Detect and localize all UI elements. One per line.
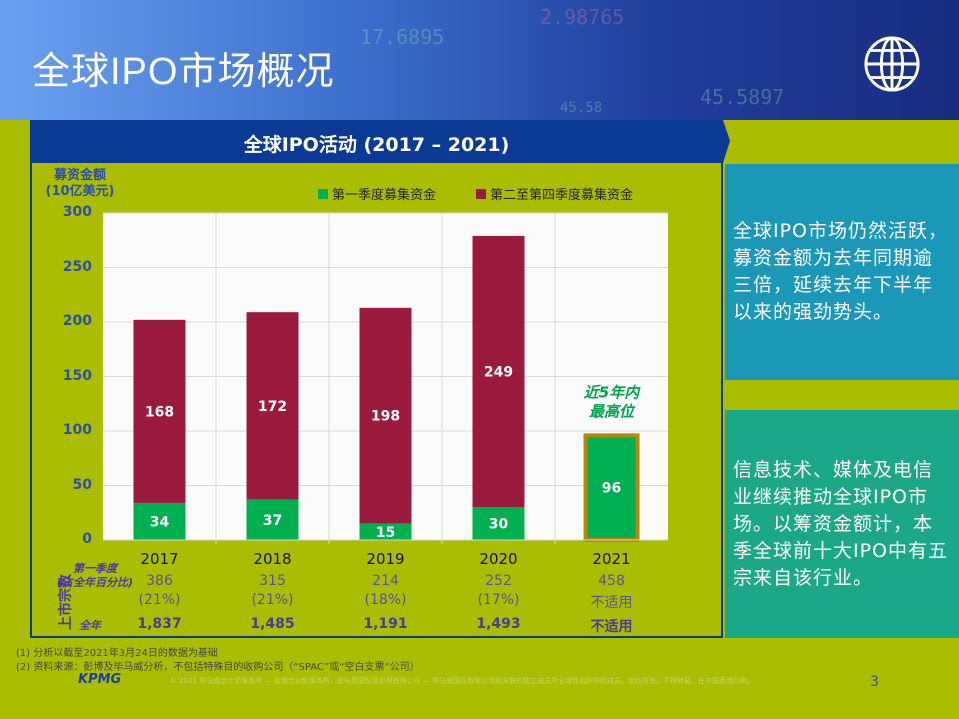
y-tick-label: 100 bbox=[62, 422, 92, 438]
q1-count: 458 bbox=[598, 573, 625, 589]
data-label: 30 bbox=[489, 517, 509, 533]
q1-count: 315 bbox=[259, 573, 286, 589]
highlight-annotation: 最高位 bbox=[589, 402, 636, 420]
bar-q1-2020 bbox=[472, 507, 525, 540]
bar-q2-q4-2019 bbox=[359, 307, 412, 524]
y-tick-label: 300 bbox=[62, 204, 92, 220]
y-tick-label: 250 bbox=[62, 258, 92, 275]
legend-swatch bbox=[476, 188, 486, 199]
insight-box-tmt: 信息技术、媒体及电信业继续推动全球IPO市场。以筹资金额计，本季全球前十大IPO… bbox=[725, 410, 959, 638]
y-axis-label: 募资金额 (10亿美元) bbox=[40, 168, 120, 200]
y-tick-label: 50 bbox=[72, 476, 92, 493]
bar-q2-q4-2017 bbox=[133, 319, 186, 503]
legend-swatch bbox=[318, 188, 328, 199]
globe-icon bbox=[864, 36, 920, 92]
data-label: 37 bbox=[263, 513, 282, 529]
data-label: 172 bbox=[258, 399, 287, 415]
copyright: © 2021 毕马威会计师事务所 — 香港合伙制事务所，是与英国私营担保有限公司… bbox=[170, 677, 755, 685]
x-tick-label: 2019 bbox=[366, 550, 405, 568]
x-tick-label: 2018 bbox=[253, 550, 292, 568]
full-year-count: 1,837 bbox=[137, 616, 182, 632]
panel-title-bar: 全球IPO活动 (2017 – 2021) bbox=[30, 120, 730, 163]
q1-percent: (18%) bbox=[364, 592, 407, 608]
footnote-1: (1) 分析以截至2021年3月24日的数据为基础 bbox=[16, 648, 218, 659]
bar-q1-2018 bbox=[246, 499, 299, 540]
data-label: 34 bbox=[150, 514, 170, 530]
data-label: 15 bbox=[376, 525, 395, 541]
x-tick-label: 2020 bbox=[479, 550, 518, 568]
bar-q2-q4-2018 bbox=[246, 312, 299, 500]
full-year-count: 1,493 bbox=[476, 616, 521, 632]
q1-count: 214 bbox=[372, 573, 399, 589]
panel-title: 全球IPO活动 (2017 – 2021) bbox=[243, 134, 510, 156]
page-number: 3 bbox=[870, 674, 879, 690]
y-tick-label: 200 bbox=[62, 313, 92, 329]
page-title: 全球IPO市场概况 bbox=[32, 51, 335, 93]
q1-percent: (21%) bbox=[138, 592, 181, 608]
y-tick-label: 150 bbox=[62, 367, 92, 384]
data-label: 96 bbox=[602, 481, 621, 497]
insight-box-market: 全球IPO市场仍然活跃，募资金额为去年同期逾三倍，延续去年下半年以来的强劲势头。 bbox=[725, 164, 959, 380]
q1-percent: 不适用 bbox=[590, 595, 633, 611]
insight-text: 全球IPO市场仍然活跃，募资金额为去年同期逾三倍，延续去年下半年以来的强劲势头。 bbox=[733, 220, 949, 323]
data-label: 198 bbox=[371, 409, 400, 425]
header-banner: 17.6895 2.98765 45.5897 45.58 全球IPO市场概况 bbox=[0, 0, 959, 120]
legend-item-q2-q4: 第二至第四季度募集资金 bbox=[476, 184, 633, 203]
q1-percent: (17%) bbox=[477, 592, 520, 608]
bar-q1-2017 bbox=[133, 502, 186, 540]
full-year-row-label: 全年 bbox=[79, 619, 101, 632]
y-tick-label: 0 bbox=[82, 531, 92, 547]
legend-label: 第二至第四季度募集资金 bbox=[490, 188, 634, 203]
bar-q1-2019 bbox=[359, 523, 412, 540]
chart-panel bbox=[30, 120, 723, 638]
legend-label: 第一季度募集资金 bbox=[332, 188, 437, 203]
data-label: 249 bbox=[484, 365, 513, 381]
q1-row-label: 第一季度 bbox=[73, 562, 117, 575]
q1-count: 252 bbox=[485, 573, 512, 589]
legend-item-q1: 第一季度募集资金 bbox=[318, 184, 436, 203]
full-year-count: 1,191 bbox=[363, 616, 408, 632]
highlight-annotation: 近5年内 bbox=[584, 383, 641, 401]
kpmg-logo: KPMG bbox=[78, 672, 122, 687]
insight-text: 信息技术、媒体及电信业继续推动全球IPO市场。以筹资金额计，本季全球前十大IPO… bbox=[733, 458, 949, 589]
y-axis-label-text: 募资金额 (10亿美元) bbox=[45, 168, 115, 199]
x-tick-label: 2021 bbox=[592, 550, 631, 568]
bar-q2-q4-2020 bbox=[472, 235, 525, 508]
q1-count: 386 bbox=[146, 573, 173, 589]
data-label: 168 bbox=[145, 404, 174, 420]
q1-percent: (21%) bbox=[251, 592, 294, 608]
full-year-count: 1,485 bbox=[250, 616, 295, 632]
q1-sub-label: (占全年百分比) bbox=[56, 576, 134, 589]
full-year-count: 不适用 bbox=[590, 619, 633, 635]
x-tick-label: 2017 bbox=[140, 550, 179, 568]
bar-q1-2021 bbox=[583, 433, 640, 542]
footnote-2: (2) 资料来源：彭博及毕马威分析，不包括特殊目的收购公司（“SPAC”或“空白… bbox=[16, 662, 420, 673]
